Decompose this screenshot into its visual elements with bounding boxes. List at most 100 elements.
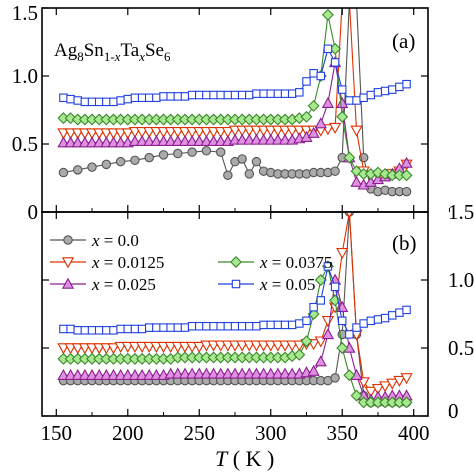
data-point [115, 156, 126, 167]
data-point [352, 0, 360, 5]
data-point [195, 90, 204, 100]
data-point [221, 340, 234, 352]
data-point [202, 321, 211, 331]
data-point [94, 326, 104, 335]
data-point [257, 133, 270, 145]
data-point [187, 147, 197, 157]
data-point [314, 274, 327, 286]
data-point [257, 367, 270, 379]
series-b-4 [59, 262, 411, 339]
data-point [93, 343, 106, 355]
series-a-0 [58, 0, 412, 197]
data-point [185, 134, 199, 147]
data-point [214, 127, 227, 139]
data-point [300, 110, 313, 123]
data-point [164, 127, 177, 139]
data-point [243, 125, 256, 137]
data-point [158, 150, 169, 160]
composition-label: Ag8Sn1-xTaxSe6 [54, 40, 171, 64]
data-point [243, 340, 256, 352]
y-tick-label: 1.0 [12, 64, 38, 88]
data-point [135, 134, 149, 147]
data-point [73, 96, 82, 105]
data-point [316, 296, 326, 305]
data-point [264, 133, 277, 145]
data-point [321, 316, 335, 328]
data-point [307, 126, 320, 138]
data-point [286, 125, 299, 137]
data-point [202, 90, 211, 100]
data-point [152, 323, 161, 332]
data-point [78, 368, 92, 380]
legend-marker [230, 256, 242, 268]
data-point [287, 89, 297, 98]
data-point [185, 367, 199, 379]
data-point [128, 127, 142, 139]
series-a-1 [57, 8, 413, 182]
data-point [157, 134, 170, 147]
data-point [266, 320, 275, 330]
data-point [57, 343, 70, 355]
data-point [350, 125, 363, 137]
data-point [286, 340, 299, 352]
data-point [278, 367, 292, 379]
series-line [63, 8, 407, 176]
data-point [230, 90, 240, 100]
data-point [302, 316, 311, 326]
panel-label-a: (a) [392, 29, 415, 53]
data-point [264, 340, 277, 352]
data-point [244, 169, 255, 179]
data-point [121, 128, 134, 140]
data-point [178, 127, 192, 139]
data-point [64, 112, 77, 125]
data-point [216, 90, 225, 100]
data-point [150, 368, 163, 380]
data-point [252, 89, 261, 98]
data-point [114, 136, 127, 148]
data-point [402, 305, 411, 315]
data-point [201, 146, 212, 156]
panel-b-ticks [42, 211, 450, 417]
data-point [323, 44, 333, 54]
data-point [93, 128, 106, 140]
data-point [314, 355, 327, 367]
data-point [307, 99, 320, 112]
legend-label: x = 0.0125 [91, 253, 164, 272]
data-point [316, 71, 326, 81]
data-point [309, 302, 318, 312]
x-tick-label: 400 [398, 421, 430, 445]
data-point [73, 326, 82, 335]
data-point [336, 248, 349, 260]
data-point [64, 128, 77, 140]
y-tick-label: 1.5 [448, 200, 474, 224]
legend-entry: x = 0.0125 [50, 253, 164, 272]
data-point [214, 367, 227, 379]
data-point [400, 156, 413, 168]
x-tick-label: 300 [255, 421, 287, 445]
data-point [257, 340, 270, 352]
data-point [352, 323, 361, 332]
data-point [357, 377, 370, 389]
data-point [109, 326, 118, 335]
data-point [293, 340, 306, 352]
data-point [180, 323, 190, 332]
data-point [93, 136, 106, 148]
y-tick-label: 0.5 [448, 336, 474, 360]
data-point [271, 340, 285, 352]
data-point [330, 58, 340, 67]
legend-label: x = 0.05 [259, 275, 315, 294]
data-point [345, 96, 354, 105]
data-point [264, 367, 277, 379]
data-point [187, 90, 197, 100]
data-point [295, 88, 304, 97]
data-point [185, 341, 199, 353]
data-point [180, 92, 190, 101]
data-point [114, 368, 127, 380]
data-point [107, 136, 120, 148]
data-point [243, 133, 256, 145]
data-point [123, 324, 133, 334]
data-point [336, 110, 349, 123]
data-point [171, 367, 184, 379]
data-point [250, 367, 263, 379]
